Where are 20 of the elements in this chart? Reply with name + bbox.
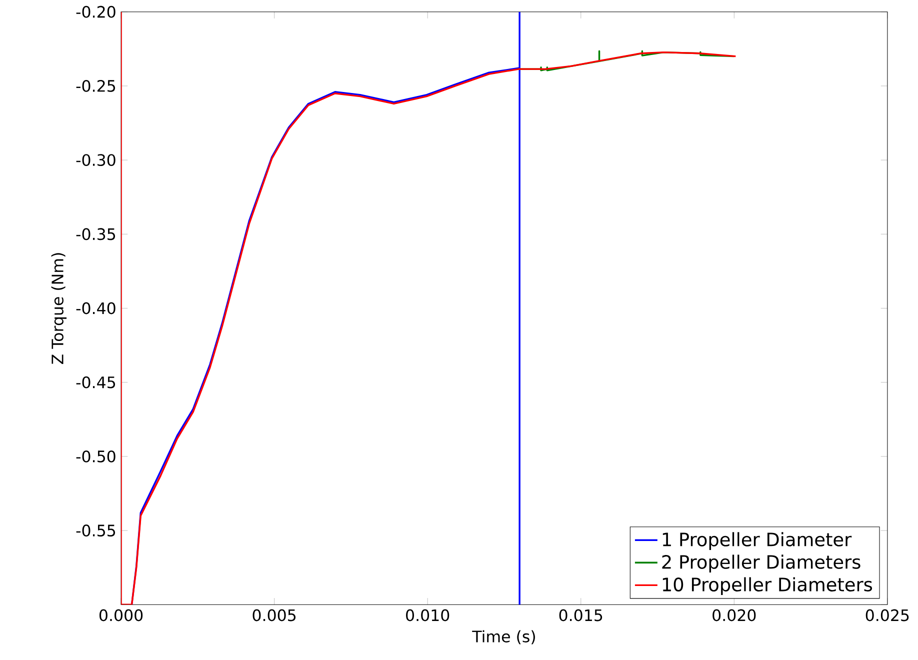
x-tick-label: 0.020 [712, 609, 756, 622]
y-axis-title: Z Torque (Nm) [51, 253, 67, 364]
y-tick-label: -0.35 [76, 228, 116, 240]
x-axis-title: Time (s) [472, 630, 535, 644]
y-tick-label: -0.55 [76, 524, 116, 537]
y-tick-label: -0.30 [76, 154, 116, 166]
y-tick-label: -0.45 [76, 376, 116, 388]
x-tick-label: 0.010 [406, 609, 450, 622]
legend-label: 10 Propeller Diameters [662, 577, 872, 596]
legend-label: 1 Propeller Diameter [662, 532, 852, 550]
y-tick-label: -0.50 [76, 450, 116, 462]
line-series [130, 12, 520, 605]
y-tick-label: -0.40 [76, 302, 116, 314]
x-tick-label: 0.005 [252, 609, 296, 622]
x-tick-label: 0.015 [559, 609, 602, 622]
legend-label: 2 Propeller Diameters [662, 554, 860, 573]
y-tick-label: -0.20 [76, 6, 116, 18]
x-tick-label: 0.000 [99, 609, 143, 622]
x-tick-label: 0.025 [866, 609, 909, 622]
y-tick-label: -0.25 [76, 80, 116, 92]
